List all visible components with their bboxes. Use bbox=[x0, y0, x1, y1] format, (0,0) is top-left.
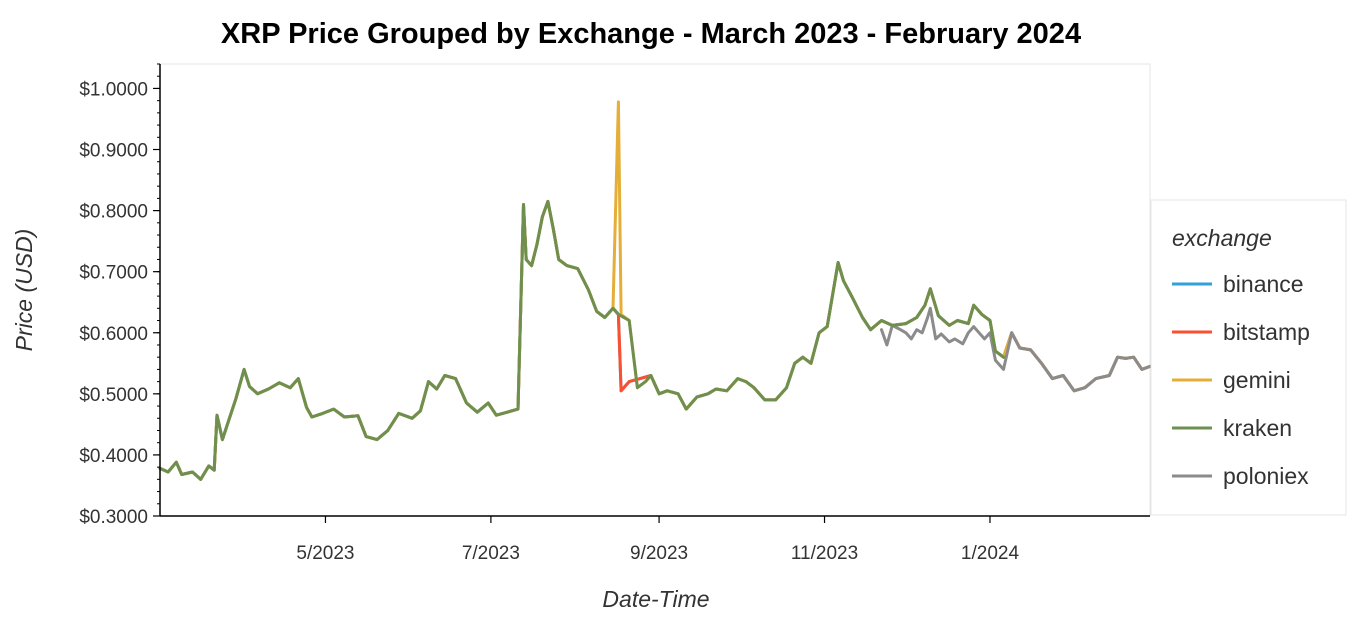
legend-label-binance: binance bbox=[1223, 271, 1304, 297]
y-tick-label: $1.0000 bbox=[79, 79, 148, 100]
y-tick-label: $0.7000 bbox=[79, 263, 148, 284]
legend: exchange binance bitstamp gemini kraken polo… bbox=[1150, 199, 1347, 516]
plot-area-frame bbox=[159, 63, 1151, 517]
series-line-kraken bbox=[158, 199, 1005, 481]
y-tick-label: $0.3000 bbox=[79, 507, 148, 528]
y-tick-label: $0.9000 bbox=[79, 141, 148, 162]
y-tick-label: $0.5000 bbox=[79, 385, 148, 406]
x-tick-label: 9/2023 bbox=[630, 543, 688, 564]
legend-box bbox=[1150, 199, 1347, 516]
x-axis-label: Date-Time bbox=[602, 586, 709, 612]
y-tick-label: $0.4000 bbox=[79, 446, 148, 467]
x-tick-label: 11/2023 bbox=[791, 543, 858, 564]
legend-label-gemini: gemini bbox=[1223, 367, 1291, 393]
legend-label-kraken: kraken bbox=[1223, 415, 1292, 441]
y-tick-label: $0.6000 bbox=[79, 324, 148, 345]
legend-items: binance bitstamp gemini kraken poloniex bbox=[1172, 271, 1310, 489]
legend-label-poloniex: poloniex bbox=[1223, 463, 1309, 489]
y-axis-label: Price (USD) bbox=[11, 229, 37, 352]
x-tick-label: 1/2024 bbox=[961, 543, 1020, 564]
y-tick-label: $0.8000 bbox=[79, 202, 148, 223]
series-layer bbox=[158, 100, 1152, 481]
legend-title: exchange bbox=[1172, 225, 1272, 251]
legend-label-bitstamp: bitstamp bbox=[1223, 319, 1310, 345]
x-tick-label: 7/2023 bbox=[462, 543, 520, 564]
series-line-poloniex bbox=[880, 306, 1152, 393]
x-tick-label: 5/2023 bbox=[296, 543, 354, 564]
chart-title: XRP Price Grouped by Exchange - March 20… bbox=[221, 18, 1081, 50]
y-axis-ticks: $0.3000 $0.4000 $0.5000 $0.6000 $0.7000 $0.80… bbox=[79, 63, 160, 528]
x-axis-ticks: 5/2023 7/2023 9/2023 11/2023 1/2024 bbox=[296, 516, 1019, 564]
